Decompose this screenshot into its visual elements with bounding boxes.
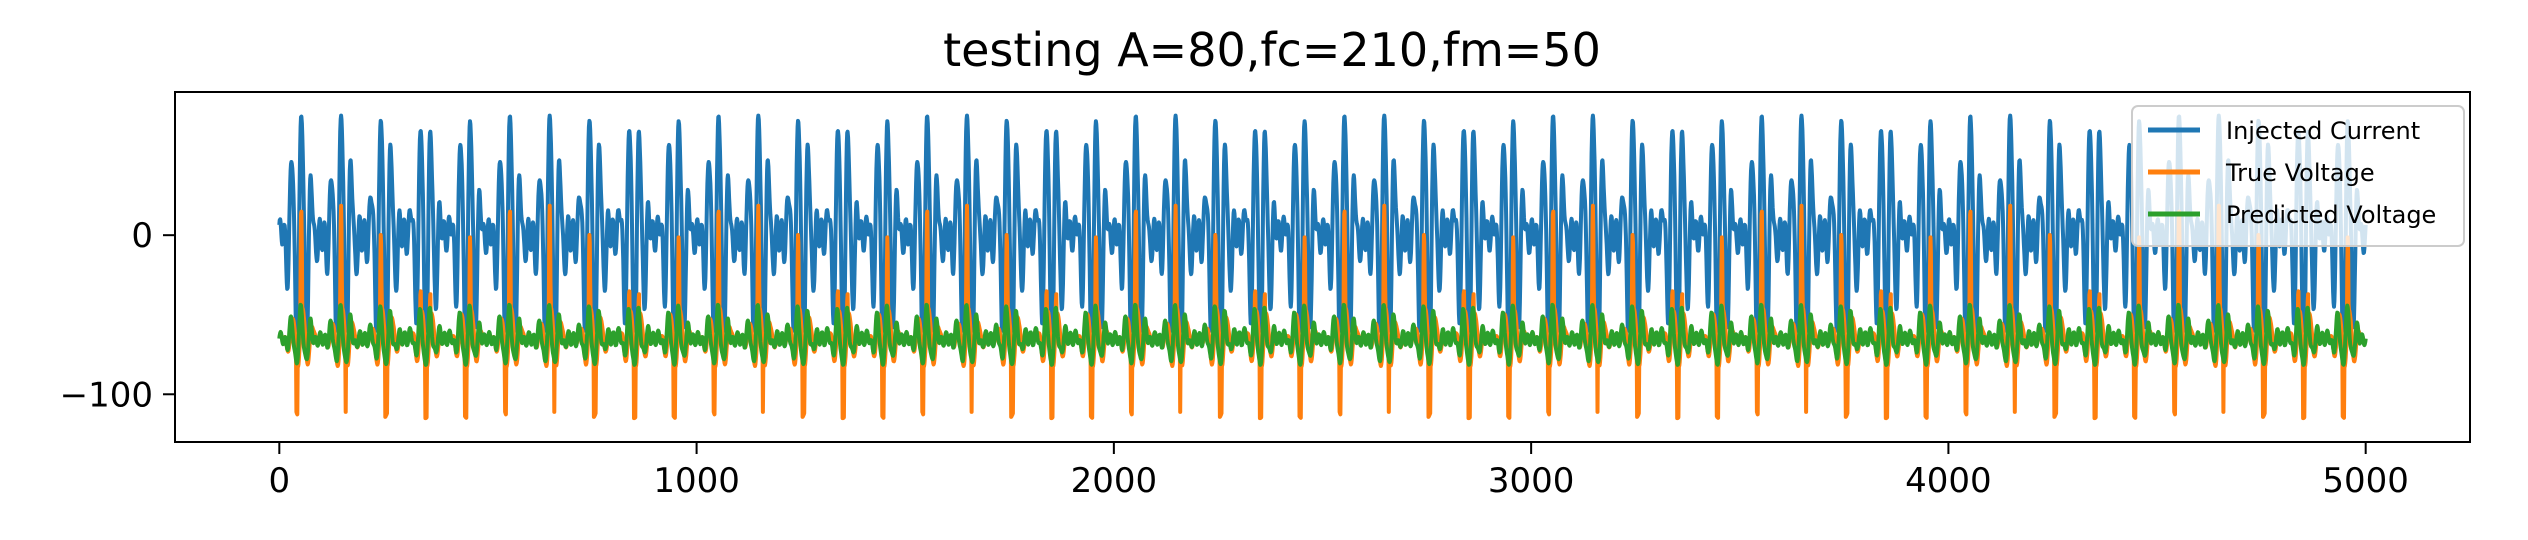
legend: Injected Current True Voltage Predicted … bbox=[2131, 105, 2465, 247]
y-tick-label: −100 bbox=[60, 375, 153, 415]
x-tick-label: 4000 bbox=[1905, 461, 1992, 501]
legend-label-predicted-voltage: Predicted Voltage bbox=[2226, 201, 2436, 229]
y-axis: 0 −100 bbox=[60, 216, 175, 415]
legend-label-injected-current: Injected Current bbox=[2226, 117, 2420, 145]
legend-label-true-voltage: True Voltage bbox=[2225, 159, 2375, 187]
x-tick-label: 1000 bbox=[653, 461, 740, 501]
legend-box bbox=[2131, 105, 2465, 247]
series-layer bbox=[277, 113, 2368, 421]
y-tick-label: 0 bbox=[131, 216, 153, 256]
x-tick-label: 2000 bbox=[1071, 461, 1158, 501]
x-tick-label: 5000 bbox=[2322, 461, 2409, 501]
series-injected-current bbox=[277, 113, 2368, 333]
x-axis: 0 1000 2000 3000 4000 5000 bbox=[268, 442, 2409, 501]
x-tick-label: 0 bbox=[268, 461, 290, 501]
series-predicted-voltage bbox=[277, 302, 2368, 367]
x-tick-label: 3000 bbox=[1488, 461, 1575, 501]
plot-frame bbox=[174, 91, 2471, 443]
chart-title: testing A=80,fc=210,fm=50 bbox=[943, 23, 1601, 77]
